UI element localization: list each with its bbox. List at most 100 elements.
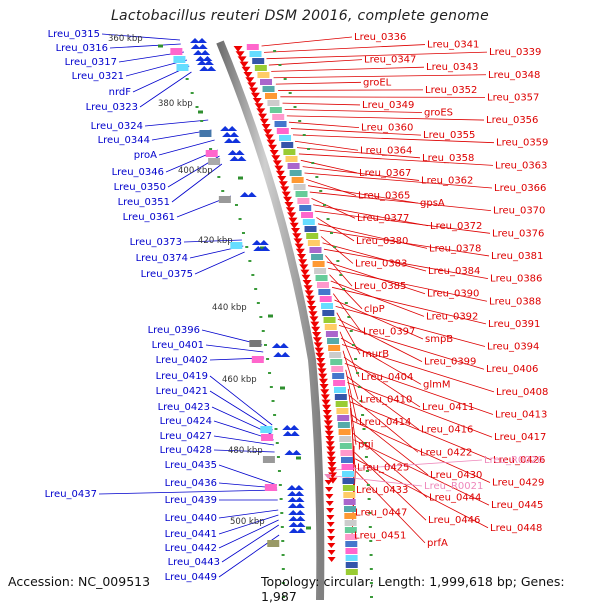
gene-category-block xyxy=(341,464,354,470)
leader-line xyxy=(171,163,223,203)
leader-line xyxy=(342,350,359,400)
gene-category-block xyxy=(170,48,183,55)
plus-strand-gene xyxy=(266,139,276,146)
leader-line xyxy=(334,475,423,487)
gene-category-block xyxy=(261,434,274,441)
gene-label: Lreu_0442 xyxy=(165,543,217,554)
plus-strand-gene xyxy=(319,384,329,390)
minus-strand-gene xyxy=(280,352,291,357)
gene-label: Lreu_0355 xyxy=(423,130,475,141)
gene-category-block xyxy=(345,534,358,540)
plus-strand-gene xyxy=(309,316,319,323)
leader-line xyxy=(345,369,358,423)
gene-category-block xyxy=(304,226,317,232)
minus-strand-gene xyxy=(287,497,298,502)
scale-dash xyxy=(368,512,372,514)
plus-strand-gene xyxy=(275,170,285,177)
scale-dash xyxy=(281,568,285,570)
scale-dash xyxy=(273,414,277,416)
gene-label: Lreu_0427 xyxy=(160,431,212,442)
scale-dash xyxy=(366,484,370,486)
plus-strand-gene xyxy=(243,72,253,78)
gene-label: gpsA xyxy=(420,198,445,209)
gene-category-block xyxy=(345,541,358,547)
kbp-tick-mark xyxy=(158,44,163,48)
scale-dash xyxy=(279,498,283,500)
gene-category-block xyxy=(283,149,296,155)
plus-strand-gene xyxy=(258,113,268,120)
leader-line xyxy=(333,459,483,471)
gene-category-block xyxy=(274,121,287,127)
scale-dash xyxy=(369,554,373,556)
gene-label: Lreu_0365 xyxy=(358,191,410,202)
gene-label: nrdF xyxy=(109,87,132,98)
leader-line xyxy=(316,217,355,242)
plus-strand-gene xyxy=(320,389,330,396)
plus-strand-gene xyxy=(233,46,243,52)
minus-strand-gene xyxy=(286,485,297,490)
leader-line xyxy=(213,449,275,453)
gene-category-block xyxy=(342,471,355,477)
minus-strand-gene xyxy=(273,352,284,357)
leader-line xyxy=(331,286,487,325)
gene-category-block xyxy=(269,107,282,113)
scale-dash xyxy=(269,386,273,388)
leader-line xyxy=(109,43,181,49)
gene-category-block xyxy=(339,443,352,449)
plus-strand-gene xyxy=(297,254,307,260)
gene-label: Lreu_0378 xyxy=(429,243,481,254)
gene-label: Lreu_0350 xyxy=(114,182,166,193)
plus-strand-gene xyxy=(323,415,333,422)
gene-label: Lreu_0440 xyxy=(165,513,217,524)
leader-line xyxy=(344,363,494,415)
scale-dash xyxy=(319,190,323,192)
leader-line xyxy=(338,325,485,370)
gene-category-block xyxy=(265,93,278,99)
scale-dash xyxy=(190,92,194,94)
gene-label: murB xyxy=(362,349,389,360)
minus-strand-gene xyxy=(229,156,240,161)
scale-dash xyxy=(288,92,292,94)
kbp-tick-label: 400 kbp xyxy=(178,166,213,176)
gene-category-block xyxy=(344,513,357,519)
minus-strand-gene xyxy=(278,343,289,348)
gene-label: Lreu_0351 xyxy=(118,197,170,208)
gene-category-block xyxy=(254,65,267,71)
gene-label: Lreu_0343 xyxy=(426,62,478,73)
gene-label: Lreu_0419 xyxy=(156,371,208,382)
leader-line xyxy=(266,51,488,60)
plus-strand-gene xyxy=(289,222,299,229)
leader-line xyxy=(306,178,357,196)
minus-strand-gene xyxy=(288,522,299,527)
leader-line xyxy=(158,139,215,156)
leader-line xyxy=(288,121,360,128)
plus-strand-gene xyxy=(314,347,324,354)
plus-strand-gene xyxy=(245,77,255,84)
leader-line xyxy=(335,305,486,347)
scale-dash xyxy=(281,540,285,542)
gene-label: Lreu_0385 xyxy=(354,281,406,292)
minus-strand-gene xyxy=(288,516,299,521)
gene-category-block xyxy=(323,317,336,323)
leader-line xyxy=(273,74,487,79)
minus-strand-gene xyxy=(246,192,257,197)
leader-line xyxy=(353,439,490,506)
scale-dash xyxy=(357,386,361,388)
rna-gene xyxy=(324,474,333,479)
plus-strand-gene xyxy=(326,508,335,513)
gene-category-block xyxy=(230,242,243,249)
gene-category-block xyxy=(324,324,337,330)
kbp-tick-mark xyxy=(280,386,285,390)
kbp-tick-mark xyxy=(296,456,301,460)
plus-strand-gene xyxy=(274,165,284,172)
gene-label: Lreu_0339 xyxy=(489,47,541,58)
gene-label: Lreu_0317 xyxy=(65,57,117,68)
leader-line xyxy=(264,44,426,53)
scale-dash xyxy=(359,400,363,402)
scale-dash xyxy=(277,470,281,472)
minus-strand-gene xyxy=(294,497,305,502)
gene-category-block xyxy=(343,492,356,498)
gene-label: Lreu_0428 xyxy=(160,445,212,456)
scale-dash xyxy=(368,526,372,528)
gene-category-block xyxy=(337,415,350,421)
